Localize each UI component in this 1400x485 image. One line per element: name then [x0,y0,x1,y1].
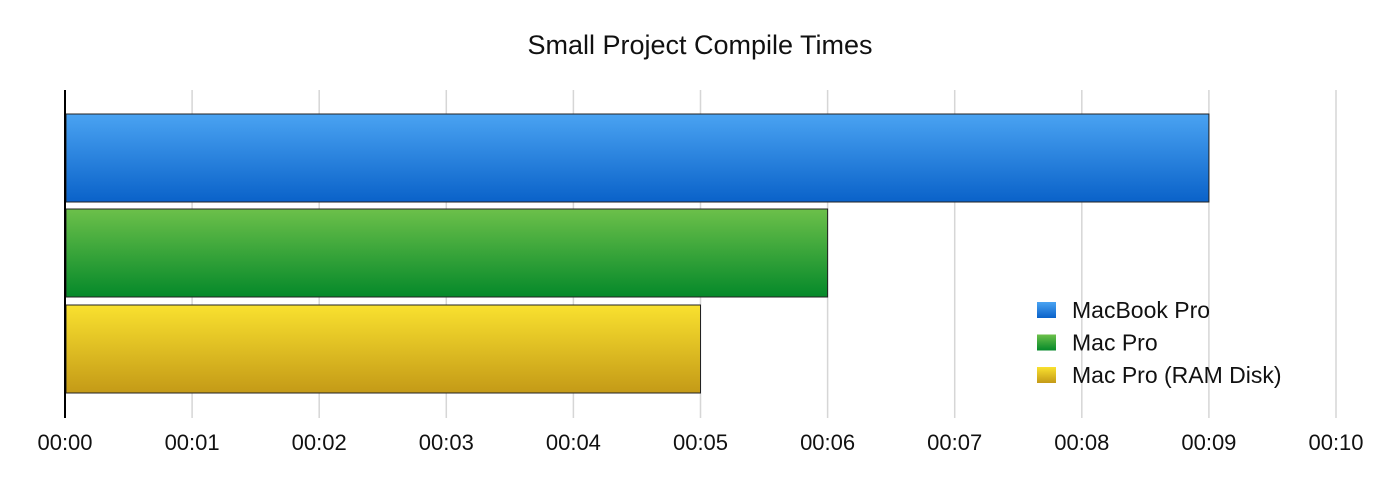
bar [65,304,701,394]
x-tick-label: 00:02 [292,430,347,455]
x-tick-label: 00:04 [546,430,601,455]
x-tick-label: 00:07 [927,430,982,455]
x-tick-label: 00:05 [673,430,728,455]
x-tick-label: 00:03 [419,430,474,455]
x-tick-label: 00:09 [1181,430,1236,455]
bar [65,113,1210,203]
x-tick-label: 00:08 [1054,430,1109,455]
legend-label: Mac Pro (RAM Disk) [1072,362,1282,388]
legend-swatch [1037,367,1056,383]
x-tick-label: 00:06 [800,430,855,455]
bar [65,208,829,298]
chart-title: Small Project Compile Times [527,30,872,60]
x-tick-label: 00:10 [1308,430,1363,455]
x-tick-label: 00:00 [37,430,92,455]
legend-swatch [1037,302,1056,318]
legend-label: Mac Pro [1072,330,1158,356]
legend-label: MacBook Pro [1072,297,1210,323]
legend-swatch [1037,334,1056,351]
x-tick-label: 00:01 [165,430,220,455]
